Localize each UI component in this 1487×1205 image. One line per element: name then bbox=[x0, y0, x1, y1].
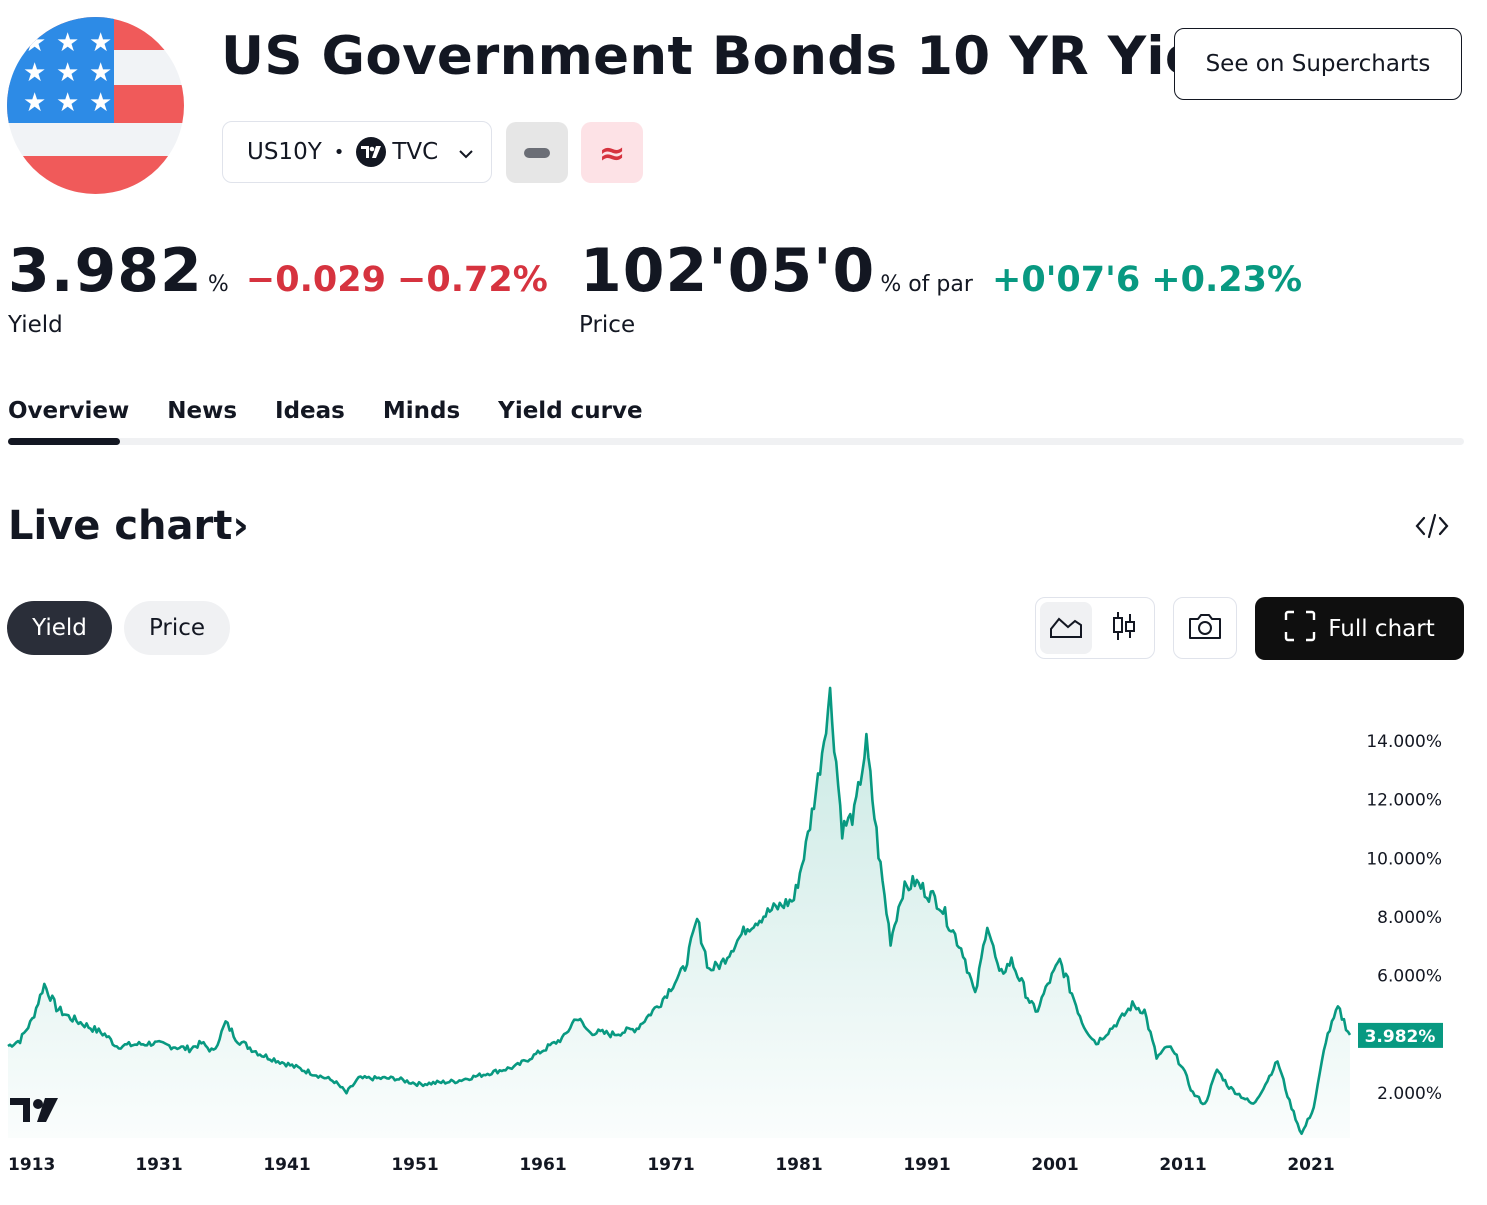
x-axis-tick-label: 1931 bbox=[135, 1155, 182, 1175]
price-quote: 102'05'0 % of par +0'07'6 +0.23% bbox=[580, 236, 1302, 306]
x-axis-tick-label: 1971 bbox=[647, 1155, 694, 1175]
tabs-underline bbox=[8, 438, 1464, 445]
yield-quote: 3.982 % −0.029 −0.72% bbox=[8, 236, 548, 306]
area-chart-icon bbox=[1049, 613, 1083, 643]
yield-unit: % bbox=[207, 272, 229, 297]
embed-code-icon[interactable] bbox=[1414, 510, 1450, 542]
last-value-badge bbox=[1358, 1022, 1443, 1048]
candlestick-chart-button[interactable] bbox=[1098, 602, 1150, 654]
active-tab-indicator bbox=[8, 438, 120, 445]
full-chart-label: Full chart bbox=[1328, 615, 1435, 642]
price-unit: % of par bbox=[880, 272, 973, 297]
full-chart-button[interactable]: Full chart bbox=[1255, 597, 1464, 660]
yield-toggle-button[interactable]: Yield bbox=[7, 601, 112, 655]
yield-change-percent: −0.72% bbox=[397, 260, 548, 300]
svg-text:★: ★ bbox=[56, 28, 79, 58]
tab-ideas[interactable]: Ideas bbox=[275, 398, 345, 424]
candlestick-icon bbox=[1111, 610, 1137, 646]
fullscreen-icon bbox=[1284, 610, 1316, 648]
symbol-separator: • bbox=[333, 141, 345, 163]
approx-badge-button[interactable]: ≈ bbox=[581, 122, 643, 183]
x-axis-tick-label: 1991 bbox=[903, 1155, 950, 1175]
live-chart-heading: Live chart bbox=[8, 503, 233, 549]
chart-type-group bbox=[1035, 597, 1155, 659]
svg-text:★: ★ bbox=[89, 58, 112, 88]
us-flag-icon: ★ ★ ★ ★ ★ ★ ★ ★ ★ bbox=[7, 17, 184, 194]
price-change: +0'07'6 bbox=[992, 260, 1141, 300]
x-axis-tick-label: 1913 bbox=[8, 1155, 55, 1175]
y-axis-tick-label: 8.000% bbox=[1377, 908, 1442, 928]
tradingview-logo-icon[interactable] bbox=[10, 1098, 58, 1122]
price-change-percent: +0.23% bbox=[1151, 260, 1303, 300]
area-chart-button[interactable] bbox=[1040, 602, 1092, 654]
svg-text:★: ★ bbox=[23, 58, 46, 88]
svg-text:★: ★ bbox=[56, 58, 79, 88]
y-axis-tick-label: 6.000% bbox=[1377, 967, 1442, 987]
chevron-right-icon: › bbox=[232, 503, 249, 549]
y-axis-tick-label: 12.000% bbox=[1366, 791, 1442, 811]
page-title: US Government Bonds 10 YR Yield bbox=[221, 26, 1258, 87]
price-toggle-button[interactable]: Price bbox=[124, 601, 230, 655]
tab-overview[interactable]: Overview bbox=[8, 398, 130, 424]
x-axis-tick-label: 2011 bbox=[1159, 1155, 1206, 1175]
svg-text:★: ★ bbox=[56, 88, 79, 118]
chevron-down-icon bbox=[458, 139, 474, 165]
svg-text:★: ★ bbox=[89, 88, 112, 118]
yield-chart-svg: 2.000%6.000%8.000%10.000%12.000%14.000% … bbox=[7, 686, 1443, 1175]
approx-icon: ≈ bbox=[598, 133, 626, 172]
yield-value: 3.982 bbox=[8, 236, 203, 306]
flat-badge-button[interactable] bbox=[506, 122, 568, 183]
tab-minds[interactable]: Minds bbox=[382, 398, 461, 424]
live-chart-link[interactable]: Live chart› bbox=[8, 503, 249, 549]
yield-change: −0.029 bbox=[245, 260, 386, 300]
see-on-supercharts-button[interactable]: See on Supercharts bbox=[1174, 28, 1462, 100]
y-axis-tick-label: 2.000% bbox=[1377, 1084, 1442, 1104]
symbol-exchange: TVC bbox=[392, 139, 439, 165]
y-axis-tick-label: 10.000% bbox=[1366, 849, 1442, 869]
price-label: Price bbox=[579, 312, 636, 338]
yield-area-fill bbox=[8, 687, 1350, 1138]
section-tabs: Overview News Ideas Minds Yield curve bbox=[8, 398, 681, 424]
yield-label: Yield bbox=[8, 312, 63, 338]
svg-text:★: ★ bbox=[23, 28, 46, 58]
x-axis-tick-label: 1951 bbox=[391, 1155, 438, 1175]
svg-text:★: ★ bbox=[23, 88, 46, 118]
camera-icon bbox=[1187, 612, 1223, 644]
snapshot-button[interactable] bbox=[1173, 597, 1237, 659]
y-axis-tick-label: 14.000% bbox=[1366, 732, 1442, 752]
x-axis-tick-label: 1961 bbox=[519, 1155, 566, 1175]
yield-series-line bbox=[7, 686, 1352, 1135]
tab-news[interactable]: News bbox=[167, 398, 238, 424]
minus-icon bbox=[524, 143, 550, 162]
x-axis-tick-label: 1941 bbox=[263, 1155, 310, 1175]
price-value: 102'05'0 bbox=[580, 236, 876, 306]
x-axis-tick-label: 1981 bbox=[775, 1155, 822, 1175]
symbol-selector[interactable]: US10Y • TVC bbox=[222, 121, 492, 183]
last-value-label: 3.982% bbox=[1365, 1027, 1436, 1047]
yield-chart[interactable]: 2.000% 6.000% 8.000% 10.000% 12.000% 14.000% … bbox=[0, 670, 1487, 1201]
x-axis-tick-label: 2021 bbox=[1287, 1155, 1334, 1175]
tab-yield-curve[interactable]: Yield curve bbox=[498, 398, 643, 424]
x-axis-tick-label: 2001 bbox=[1031, 1155, 1078, 1175]
tradingview-exchange-icon bbox=[356, 137, 387, 167]
symbol-ticker: US10Y bbox=[247, 139, 322, 165]
svg-text:★: ★ bbox=[89, 28, 112, 58]
